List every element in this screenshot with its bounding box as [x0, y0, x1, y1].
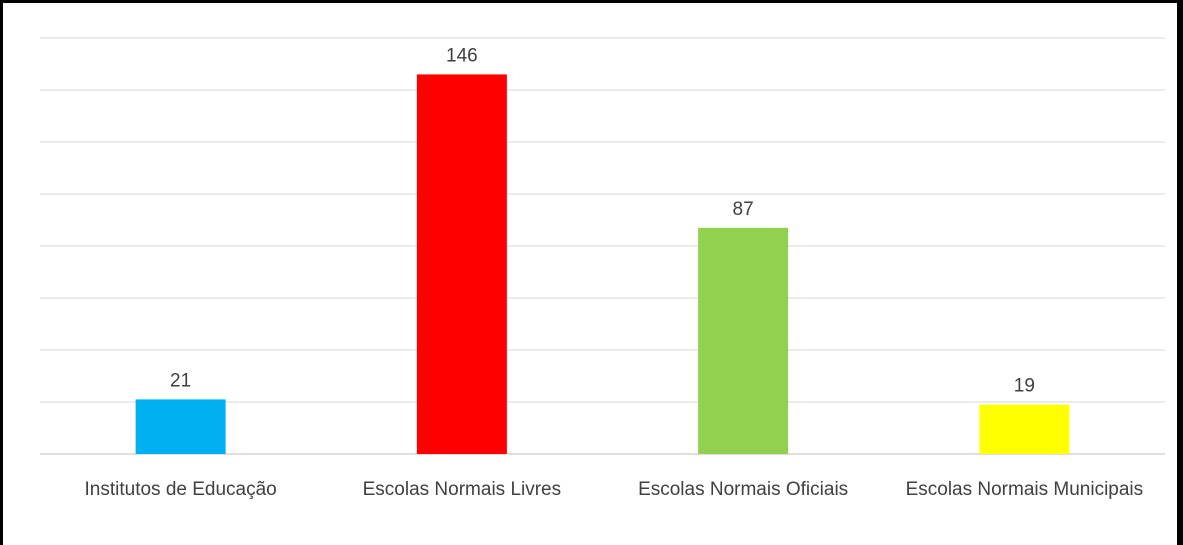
value-label-4: 19	[1014, 376, 1035, 397]
category-labels: Institutos de Educação Escolas Normais Li…	[85, 479, 1144, 500]
category-label-1: Institutos de Educação	[85, 479, 277, 500]
bar-3	[698, 227, 789, 454]
category-label-2: Escolas Normais Livres	[363, 479, 562, 500]
bars	[135, 74, 1070, 455]
value-labels: 21 146 87 19	[170, 45, 1035, 396]
bar-1	[135, 399, 226, 454]
value-label-1: 21	[170, 370, 191, 391]
bar-2	[416, 74, 507, 455]
value-label-2: 146	[446, 45, 478, 66]
gridlines	[40, 37, 1165, 455]
category-label-4: Escolas Normais Municipais	[906, 479, 1144, 500]
value-label-3: 87	[733, 199, 754, 220]
bar-4	[979, 404, 1070, 454]
category-label-3: Escolas Normais Oficiais	[638, 479, 848, 500]
